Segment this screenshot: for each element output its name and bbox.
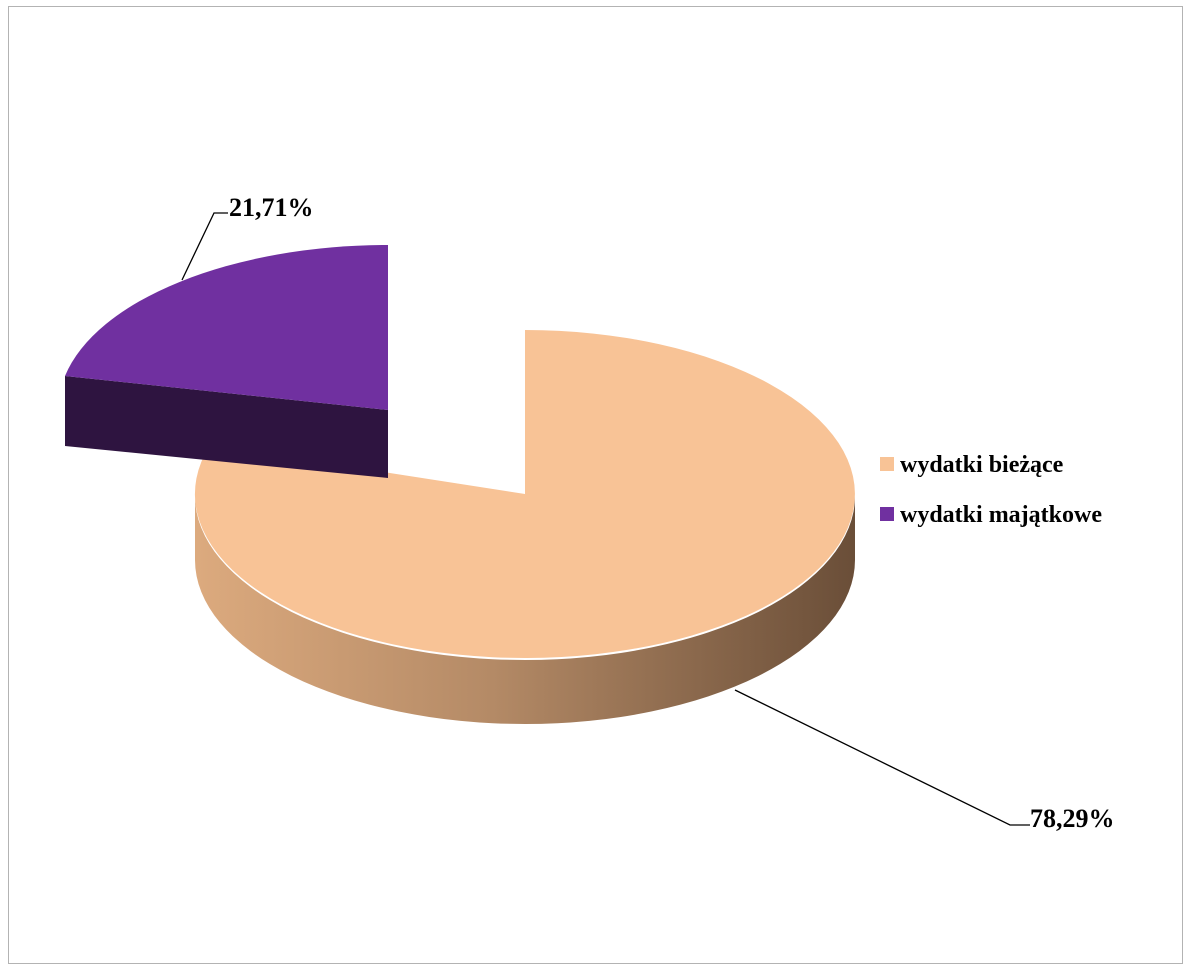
legend-label-wydatki-majatkowe: wydatki majątkowe bbox=[900, 502, 1102, 528]
leader-line-wydatki-majatkowe bbox=[181, 212, 228, 281]
legend-swatch-wydatki-biezace bbox=[880, 457, 894, 471]
slice-wydatki-biezace-top bbox=[194, 330, 855, 658]
legend-label-wydatki-biezace: wydatki bieżące bbox=[900, 452, 1064, 478]
leader-line-wydatki-biezace bbox=[734, 689, 1030, 826]
legend-swatch-wydatki-majatkowe bbox=[880, 507, 894, 521]
data-label-wydatki-majatkowe: 21,71% bbox=[229, 193, 314, 222]
slice-wydatki-majatkowe-top bbox=[65, 245, 388, 410]
slice-wydatki-biezace-side bbox=[195, 496, 855, 724]
data-label-wydatki-biezace: 78,29% bbox=[1030, 804, 1115, 833]
legend: wydatki bieżące wydatki majątkowe bbox=[880, 452, 1102, 528]
slice-wydatki-biezace bbox=[194, 330, 855, 724]
slice-wydatki-majatkowe bbox=[65, 245, 388, 478]
